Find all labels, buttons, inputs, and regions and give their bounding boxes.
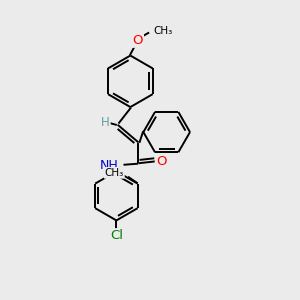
- Text: Cl: Cl: [110, 229, 123, 242]
- Text: H: H: [101, 116, 110, 129]
- Text: CH₃: CH₃: [154, 26, 173, 36]
- Text: NH: NH: [100, 159, 119, 172]
- Text: O: O: [133, 34, 143, 47]
- Text: CH₃: CH₃: [105, 168, 124, 178]
- Text: O: O: [156, 155, 166, 168]
